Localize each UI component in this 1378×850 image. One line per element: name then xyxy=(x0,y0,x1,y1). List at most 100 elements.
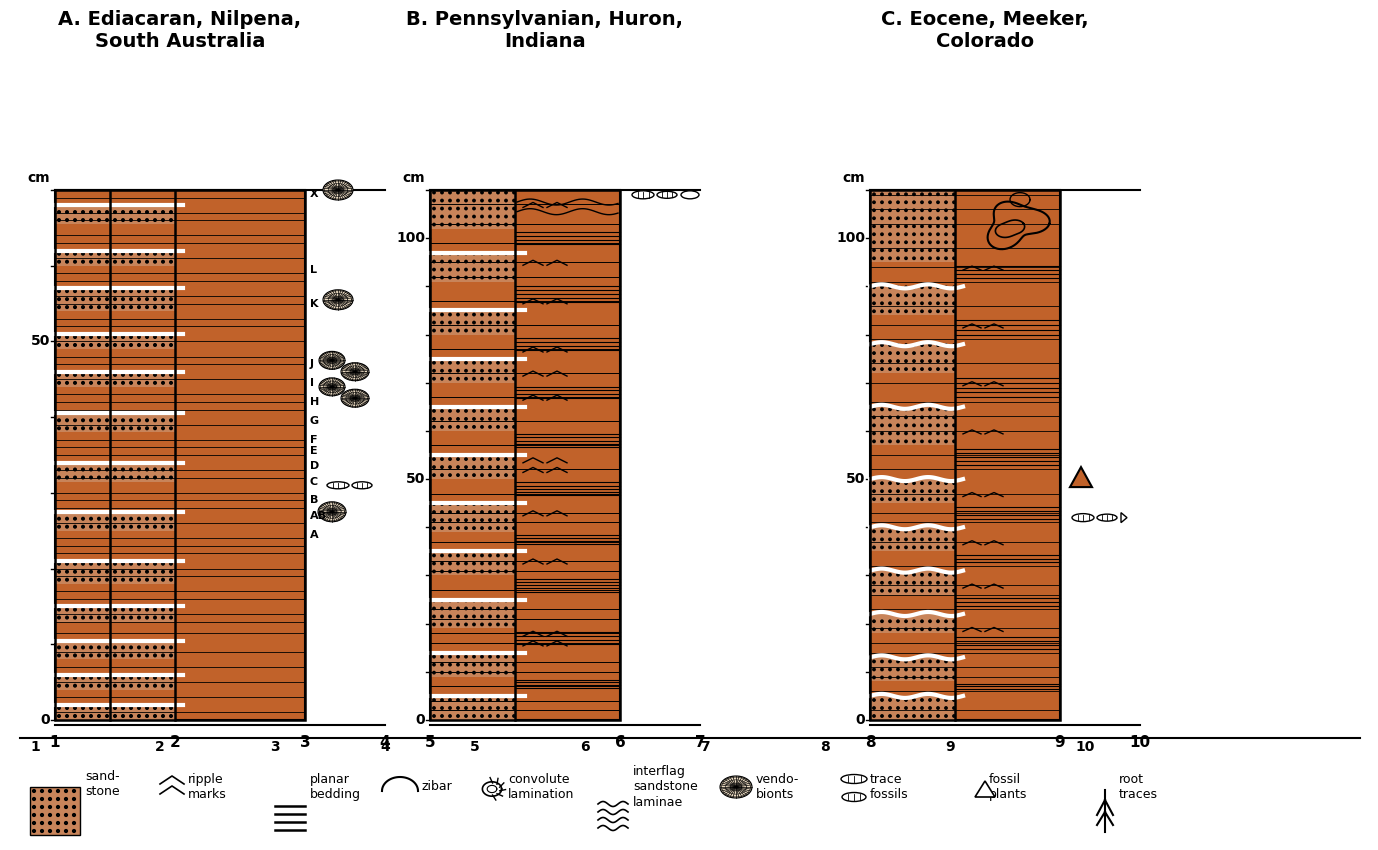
Circle shape xyxy=(441,599,444,602)
Circle shape xyxy=(473,410,475,412)
Circle shape xyxy=(897,498,900,501)
Circle shape xyxy=(929,368,932,371)
Circle shape xyxy=(98,419,101,422)
Circle shape xyxy=(872,352,875,354)
Circle shape xyxy=(489,623,491,626)
Circle shape xyxy=(56,806,59,808)
Circle shape xyxy=(881,249,883,252)
Circle shape xyxy=(81,578,84,581)
Circle shape xyxy=(905,416,907,418)
Circle shape xyxy=(897,677,900,678)
Circle shape xyxy=(130,677,132,679)
Circle shape xyxy=(897,581,900,584)
Circle shape xyxy=(881,209,883,212)
Circle shape xyxy=(154,382,156,384)
Circle shape xyxy=(58,252,61,255)
Circle shape xyxy=(952,581,955,584)
Circle shape xyxy=(889,201,892,203)
Circle shape xyxy=(473,672,475,674)
Circle shape xyxy=(154,563,156,565)
Circle shape xyxy=(489,562,491,564)
Circle shape xyxy=(952,286,955,288)
Circle shape xyxy=(73,830,76,832)
Circle shape xyxy=(441,664,444,666)
Circle shape xyxy=(481,321,484,324)
Circle shape xyxy=(114,578,116,581)
Circle shape xyxy=(921,201,923,203)
Bar xyxy=(870,696,955,720)
Circle shape xyxy=(114,290,116,292)
Circle shape xyxy=(106,252,109,255)
Circle shape xyxy=(929,360,932,362)
Circle shape xyxy=(65,797,68,801)
Circle shape xyxy=(921,620,923,622)
Circle shape xyxy=(106,646,109,649)
Circle shape xyxy=(161,419,164,422)
Circle shape xyxy=(889,241,892,243)
Circle shape xyxy=(138,518,141,520)
Text: fossil
plants: fossil plants xyxy=(989,773,1028,801)
Circle shape xyxy=(114,336,116,338)
Circle shape xyxy=(872,408,875,411)
Circle shape xyxy=(456,370,459,372)
Circle shape xyxy=(441,207,444,210)
Circle shape xyxy=(106,518,109,520)
Circle shape xyxy=(921,707,923,709)
Circle shape xyxy=(464,314,467,315)
Circle shape xyxy=(433,377,435,380)
Circle shape xyxy=(449,527,451,530)
Circle shape xyxy=(872,193,875,196)
Circle shape xyxy=(106,211,109,213)
Circle shape xyxy=(504,518,507,521)
Circle shape xyxy=(489,276,491,279)
Circle shape xyxy=(881,352,883,354)
Circle shape xyxy=(90,476,92,479)
Circle shape xyxy=(456,672,459,674)
Circle shape xyxy=(456,570,459,573)
Circle shape xyxy=(872,294,875,297)
Circle shape xyxy=(921,432,923,434)
Circle shape xyxy=(497,615,499,618)
Circle shape xyxy=(138,578,141,581)
Circle shape xyxy=(154,373,156,377)
Circle shape xyxy=(154,609,156,611)
Circle shape xyxy=(504,410,507,412)
Circle shape xyxy=(897,241,900,243)
Circle shape xyxy=(937,416,940,418)
Circle shape xyxy=(456,615,459,618)
Circle shape xyxy=(912,482,915,484)
Circle shape xyxy=(441,260,444,263)
Circle shape xyxy=(481,207,484,210)
Circle shape xyxy=(473,474,475,476)
Circle shape xyxy=(138,525,141,528)
Text: C: C xyxy=(310,477,318,486)
Circle shape xyxy=(504,207,507,210)
Circle shape xyxy=(58,563,61,565)
Circle shape xyxy=(169,677,172,679)
Circle shape xyxy=(114,343,116,346)
Circle shape xyxy=(473,707,475,709)
Circle shape xyxy=(912,538,915,541)
Circle shape xyxy=(121,684,124,687)
Circle shape xyxy=(130,211,132,213)
Circle shape xyxy=(513,377,515,380)
Circle shape xyxy=(98,715,101,717)
Circle shape xyxy=(921,581,923,584)
Circle shape xyxy=(98,468,101,471)
Circle shape xyxy=(433,623,435,626)
Circle shape xyxy=(929,677,932,678)
Circle shape xyxy=(73,218,76,221)
Text: 50: 50 xyxy=(405,472,424,486)
Circle shape xyxy=(912,310,915,313)
Circle shape xyxy=(481,377,484,380)
Circle shape xyxy=(937,241,940,243)
Text: E: E xyxy=(310,446,317,456)
Circle shape xyxy=(489,224,491,226)
Circle shape xyxy=(58,518,61,520)
Circle shape xyxy=(921,590,923,592)
Circle shape xyxy=(912,225,915,228)
Circle shape xyxy=(121,306,124,309)
Circle shape xyxy=(872,677,875,678)
Circle shape xyxy=(130,427,132,429)
Text: A. Ediacaran, Nilpena,
South Australia: A. Ediacaran, Nilpena, South Australia xyxy=(58,10,302,51)
